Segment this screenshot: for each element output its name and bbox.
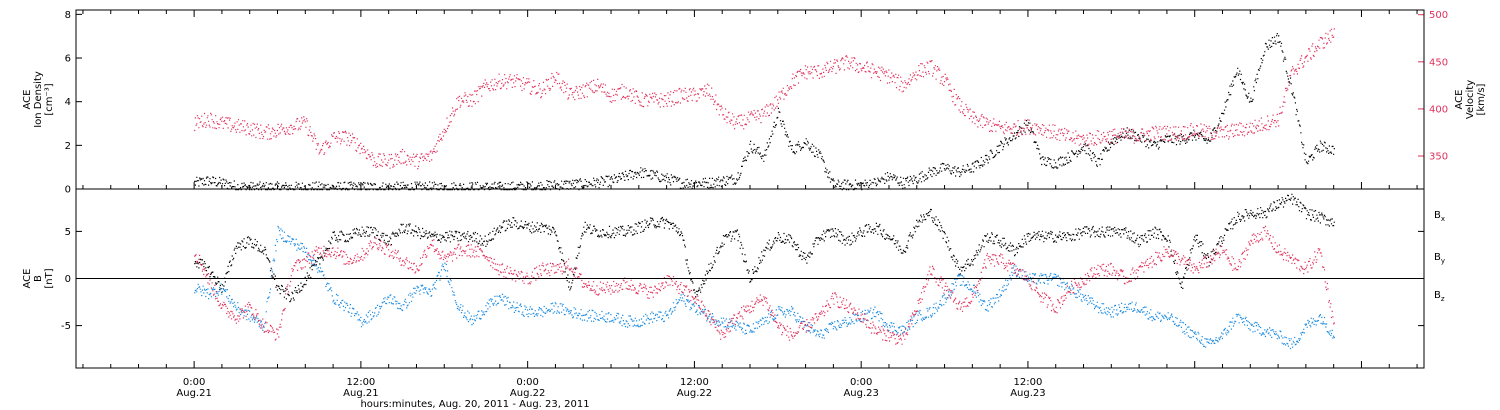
velocity-tick-label: 450 (1429, 57, 1448, 68)
x-tick-time-label: 0:00 (183, 377, 205, 388)
legend-subscript: x (1441, 215, 1445, 223)
by-series-dots (194, 225, 1335, 350)
bz-series-dots (194, 225, 1335, 345)
velocity-axis-label-line: [km/s] (1476, 83, 1487, 115)
x-tick-time-label: 0:00 (850, 377, 872, 388)
b-tick-label: 0 (65, 274, 71, 285)
density-tick-label: 4 (65, 97, 71, 108)
legend-symbol: B (1434, 290, 1441, 301)
density-tick-label: 8 (65, 10, 71, 21)
x-tick-time-label: 12:00 (1014, 377, 1043, 388)
density-axis-label-line: ACE (22, 90, 33, 110)
bx-series-dots (194, 193, 1335, 303)
b-axis-label-line: ACE (22, 269, 33, 289)
legend-bz: Bz (1434, 290, 1445, 303)
density-axis-label-line: Ion Density (33, 71, 44, 128)
velocity-series (194, 28, 1335, 170)
density-tick-label: 2 (65, 141, 71, 152)
velocity-series-dots (194, 28, 1335, 170)
x-tick-time-label: 0:00 (516, 377, 538, 388)
x-tick-date-label: Aug.22 (677, 388, 712, 399)
velocity-axis-label-line: Velocity (1465, 80, 1476, 119)
bx-series (194, 193, 1335, 303)
x-tick-date-label: Aug.22 (510, 388, 545, 399)
velocity-tick-label: 400 (1429, 104, 1448, 115)
x-tick-date-label: Aug.23 (1010, 388, 1045, 399)
legend-bx: Bx (1434, 210, 1445, 223)
bz-series (194, 225, 1335, 345)
time-axis-caption: hours:minutes, Aug. 20, 2011 - Aug. 23, … (360, 399, 589, 410)
density-axis-label-line: [cm⁻³] (44, 83, 55, 115)
density-axis-label: ACE Ion Density [cm⁻³] (22, 71, 55, 128)
x-tick-time-label: 12:00 (680, 377, 709, 388)
b-axis-label-line: B (33, 275, 44, 282)
legend-symbol: B (1434, 252, 1441, 263)
by-series (194, 225, 1335, 350)
b-axis-label-line: [nT] (44, 268, 55, 288)
velocity-axis-label: ACE Velocity [km/s] (1454, 80, 1487, 119)
legend-symbol: B (1434, 210, 1441, 221)
x-tick-date-label: Aug.21 (176, 388, 211, 399)
velocity-tick-label: 350 (1429, 152, 1448, 163)
x-tick-date-label: Aug.23 (843, 388, 878, 399)
b-axis-label: ACE B [nT] (22, 268, 55, 288)
velocity-tick-label: 500 (1429, 10, 1448, 21)
velocity-axis-label-line: ACE (1454, 90, 1465, 110)
x-tick-time-label: 12:00 (346, 377, 375, 388)
top-panel-frame (75, 9, 1425, 190)
b-tick-label: 5 (65, 227, 71, 238)
legend-by: By (1434, 252, 1445, 265)
x-tick-date-label: Aug.21 (343, 388, 378, 399)
density-tick-label: 0 (65, 185, 71, 196)
density-tick-label: 6 (65, 54, 71, 65)
legend-subscript: z (1441, 295, 1445, 303)
time-axis: 0:00Aug.2112:00Aug.210:00Aug.2212:00Aug.… (82, 10, 1418, 399)
legend-subscript: y (1441, 257, 1445, 265)
b-tick-label: -5 (61, 321, 71, 332)
